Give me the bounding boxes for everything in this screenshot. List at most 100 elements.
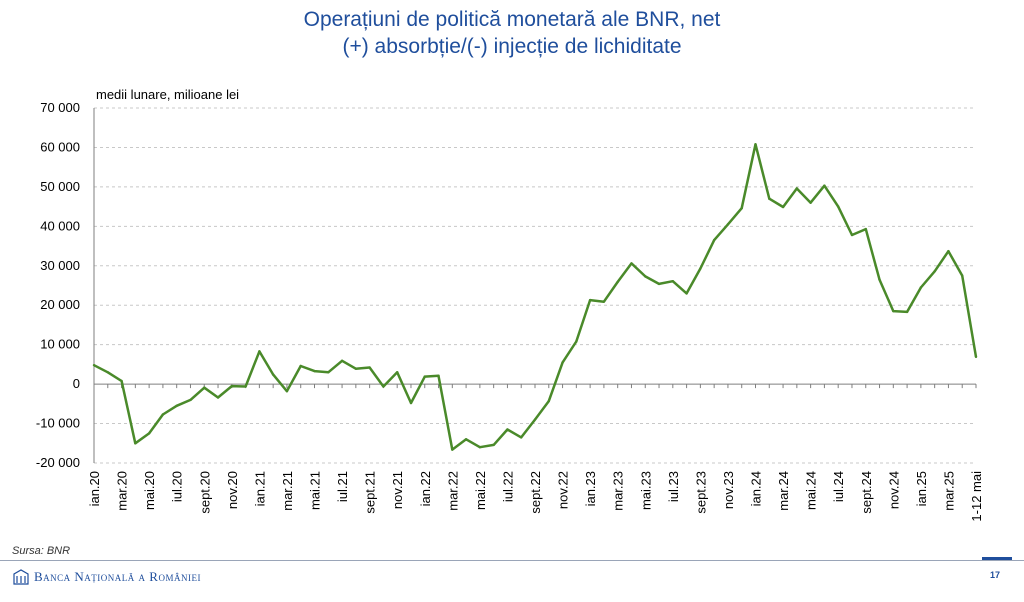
data-point xyxy=(313,369,316,373)
x-tick-label: ian.21 xyxy=(252,471,267,506)
x-tick-label: mai.24 xyxy=(804,471,819,510)
data-point xyxy=(809,201,812,204)
y-tick-label: 60 000 xyxy=(40,139,80,154)
data-point xyxy=(878,278,881,281)
data-point xyxy=(699,267,702,270)
x-tick-label: 1-12 mai xyxy=(969,471,984,522)
data-point xyxy=(478,446,482,449)
x-tick-label: ian.23 xyxy=(583,471,598,506)
line-chart: -20 000 -10 000 0 10 000 20 000 30 000 40 000 5… xyxy=(36,100,984,522)
data-point xyxy=(892,309,895,313)
x-tick-label: iul.20 xyxy=(170,471,185,502)
x-tick-label: nov.22 xyxy=(556,471,571,509)
data-point xyxy=(864,227,867,231)
data-point xyxy=(340,359,344,363)
y-tick-label: 70 000 xyxy=(40,100,80,115)
x-tick-label: mar.22 xyxy=(445,471,460,511)
data-point xyxy=(630,262,633,265)
data-point xyxy=(768,197,771,200)
footer-divider xyxy=(0,560,1024,561)
x-tick-label: sept.24 xyxy=(859,471,874,514)
data-point xyxy=(575,340,578,343)
x-tick-label: nov.20 xyxy=(225,471,240,509)
data-point xyxy=(740,206,743,210)
data-point xyxy=(561,361,564,364)
x-tick-label: iul.21 xyxy=(335,471,350,502)
x-tick-label: sept.21 xyxy=(363,471,378,514)
data-point xyxy=(134,442,137,445)
data-point xyxy=(947,249,950,253)
data-point xyxy=(299,364,302,368)
x-tick-label: mai.20 xyxy=(142,471,157,510)
data-point xyxy=(368,366,371,369)
source-note: Sursa: BNR xyxy=(12,545,71,557)
data-point xyxy=(726,223,730,226)
series-line xyxy=(93,143,978,451)
data-point xyxy=(423,375,426,378)
x-tick-label: mar.25 xyxy=(941,471,956,511)
data-point xyxy=(189,398,192,402)
data-point xyxy=(905,310,909,314)
x-tick-label: nov.21 xyxy=(390,471,405,509)
x-tick-label: sept.20 xyxy=(197,471,212,514)
x-tick-label: mar.24 xyxy=(776,471,791,511)
data-point xyxy=(685,292,688,295)
y-tick-label: 10 000 xyxy=(40,337,80,352)
data-point xyxy=(409,401,413,405)
data-point xyxy=(258,350,261,353)
x-tick-label: sept.22 xyxy=(528,471,543,514)
y-tick-label: 20 000 xyxy=(40,297,80,312)
data-point xyxy=(602,300,606,303)
data-point xyxy=(327,371,330,374)
data-point xyxy=(354,367,358,370)
y-tick-label: -10 000 xyxy=(36,416,80,431)
data-point xyxy=(271,373,275,376)
x-tick-label: sept.23 xyxy=(693,471,708,514)
x-tick-label: ian.25 xyxy=(914,471,929,506)
data-point xyxy=(657,282,661,286)
y-axis-unit-label: medii lunare, milioane lei xyxy=(96,87,240,102)
data-point xyxy=(836,205,840,208)
bnr-logo-text: Banca Națională a României xyxy=(34,569,201,584)
data-point xyxy=(175,404,178,408)
data-point xyxy=(671,279,675,283)
data-point xyxy=(644,275,647,278)
y-tick-label: 40 000 xyxy=(40,218,80,233)
data-point xyxy=(106,371,109,374)
data-point xyxy=(795,187,799,190)
x-tick-label: ian.24 xyxy=(749,471,764,506)
data-point xyxy=(161,413,165,416)
footer-accent-divider xyxy=(982,557,1012,560)
data-point xyxy=(919,286,923,289)
y-tick-label: -20 000 xyxy=(36,455,80,470)
y-tick-label: 50 000 xyxy=(40,179,80,194)
data-point xyxy=(230,384,234,388)
data-point xyxy=(492,443,495,447)
data-point xyxy=(823,184,826,187)
data-point xyxy=(437,374,440,378)
data-point xyxy=(506,428,509,431)
x-tick-label: nov.24 xyxy=(886,471,901,509)
y-tick-label: 0 xyxy=(73,376,80,391)
data-point xyxy=(92,363,96,367)
bnr-emblem-icon xyxy=(13,569,29,585)
chart-title-line-2: (+) absorbție/(-) injecție de lichiditat… xyxy=(342,35,682,58)
data-point xyxy=(547,399,550,403)
data-point xyxy=(533,418,537,421)
data-point xyxy=(451,448,454,451)
data-point xyxy=(285,390,289,393)
data-point xyxy=(961,274,964,277)
x-tick-label: iul.23 xyxy=(666,471,681,502)
data-point xyxy=(120,379,123,383)
data-point xyxy=(616,280,619,284)
data-point xyxy=(244,385,247,388)
data-point xyxy=(203,386,206,389)
bnr-logo: Banca Națională a României xyxy=(12,568,201,586)
data-point xyxy=(712,238,716,242)
data-point xyxy=(520,436,523,439)
x-tick-label: mai.23 xyxy=(638,471,653,510)
data-point xyxy=(933,270,936,273)
x-tick-label: mar.23 xyxy=(611,471,626,511)
x-tick-label: mar.20 xyxy=(115,471,130,511)
data-point xyxy=(588,298,592,302)
